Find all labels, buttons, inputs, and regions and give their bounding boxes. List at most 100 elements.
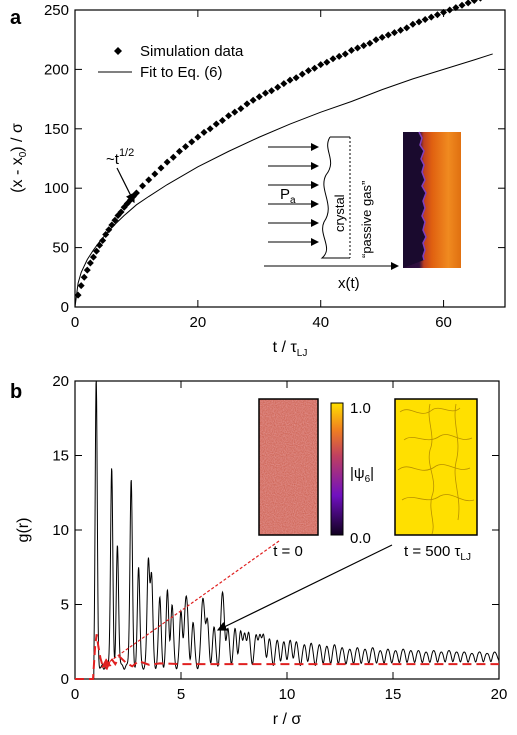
simulation-point xyxy=(249,96,257,104)
simulation-point xyxy=(458,1,466,9)
simulation-point xyxy=(409,20,417,28)
panel-a-xtick-label: 20 xyxy=(190,314,207,331)
passive-gas-label: “passive gas” xyxy=(359,181,374,258)
simulation-point xyxy=(83,266,91,274)
simulation-point xyxy=(433,11,441,19)
simulation-point xyxy=(255,93,263,101)
legend-marker-simulation xyxy=(114,47,122,55)
simulation-point xyxy=(384,31,392,39)
simulation-point xyxy=(464,0,472,7)
simulation-point xyxy=(206,125,214,133)
simulation-point xyxy=(311,64,319,72)
simulation-point xyxy=(145,176,153,184)
position-axis-label: x(t) xyxy=(338,275,360,292)
panel-b-ytick-label: 20 xyxy=(52,373,69,390)
simulation-point xyxy=(175,147,183,155)
simulation-snapshot-image xyxy=(403,131,461,268)
gr-t500-curve xyxy=(75,380,500,680)
panel-a-ytick-label: 0 xyxy=(61,299,69,316)
colorbar-label: |ψ6| xyxy=(350,465,374,485)
simulation-point xyxy=(397,26,405,34)
panel-b-data xyxy=(75,380,500,680)
simulation-point xyxy=(163,158,171,166)
simulation-point xyxy=(111,216,119,224)
colorbar-tick-bottom: 0.0 xyxy=(350,530,371,547)
simulation-point xyxy=(421,16,429,24)
panel-a-schematic-inset: Pa crystal “passive gas” x(t) xyxy=(264,131,461,292)
fit-line xyxy=(74,53,493,308)
legend-label-fit: Fit to Eq. (6) xyxy=(140,64,223,81)
simulation-point xyxy=(354,44,362,52)
simulation-point xyxy=(292,74,300,82)
panel-b-ticks: 0 5 10 15 20 0 5 10 15 20 xyxy=(52,373,507,703)
panel-b-label: b xyxy=(10,381,22,403)
simulation-point xyxy=(89,253,97,261)
panel-a-annotation-arrow xyxy=(116,167,135,204)
colorbar-tick-top: 1.0 xyxy=(350,400,371,417)
simulation-point xyxy=(268,87,276,95)
simulation-point xyxy=(93,247,100,255)
panel-b-ytick-label: 5 xyxy=(61,597,69,614)
panel-a-xtick-label: 0 xyxy=(71,314,79,331)
simulation-point xyxy=(261,89,269,97)
simulation-point xyxy=(194,133,202,141)
simulation-point xyxy=(225,112,233,120)
simulation-point xyxy=(341,50,349,58)
gr-t0-curve xyxy=(75,634,499,680)
crystal-label: crystal xyxy=(332,194,347,232)
pressure-label: Pa xyxy=(280,186,296,206)
simulation-point xyxy=(446,6,454,14)
simulation-point xyxy=(304,67,312,75)
simulation-point xyxy=(280,80,288,88)
simulation-point xyxy=(366,39,374,47)
simulation-point xyxy=(452,4,460,12)
panel-b-ylabel: g(r) xyxy=(15,518,32,543)
panel-a: a 0 20 40 60 0 50 100 150 200 250 t / τLJ (x - x0… xyxy=(9,0,506,359)
panel-b-xlabel: r / σ xyxy=(273,711,302,728)
simulation-point xyxy=(102,231,110,239)
panel-a-data xyxy=(74,0,493,308)
panel-b-xtick-label: 20 xyxy=(491,686,508,703)
panel-a-plot-area xyxy=(74,9,506,308)
simulation-point xyxy=(212,120,220,128)
simulation-point xyxy=(139,182,147,190)
simulation-point xyxy=(105,226,113,234)
simulation-point xyxy=(274,83,282,91)
simulation-point xyxy=(427,13,435,21)
snapshot-t0-label: t = 0 xyxy=(273,543,303,560)
simulation-point xyxy=(74,291,82,299)
simulation-point xyxy=(237,105,245,113)
simulation-point xyxy=(323,58,331,66)
simulation-point xyxy=(231,108,239,116)
panel-b-xtick-label: 15 xyxy=(385,686,402,703)
panel-b-xtick-label: 0 xyxy=(71,686,79,703)
simulation-point xyxy=(86,259,94,267)
simulation-point xyxy=(182,143,190,151)
pressure-arrows xyxy=(268,143,319,246)
panel-a-ytick-label: 250 xyxy=(44,2,69,19)
simulation-point xyxy=(286,76,294,84)
panel-b: b 0 5 10 15 20 0 5 10 15 20 r / σ g(r) t = 0 t = … xyxy=(10,373,507,728)
simulation-point xyxy=(317,61,325,69)
simulation-point xyxy=(99,236,107,244)
simulation-point xyxy=(218,116,226,124)
panel-a-xtick-label: 40 xyxy=(312,314,329,331)
simulation-point xyxy=(329,55,337,63)
simulation-point xyxy=(372,36,380,44)
simulation-point xyxy=(415,18,423,26)
simulation-point xyxy=(403,24,411,32)
simulation-point xyxy=(360,42,368,50)
simulation-point xyxy=(169,153,177,161)
snapshot-t0 xyxy=(258,398,319,536)
panel-a-label: a xyxy=(10,7,22,29)
simulation-point xyxy=(108,221,116,229)
simulation-point xyxy=(470,0,478,4)
legend-label-simulation: Simulation data xyxy=(140,43,244,60)
panel-a-annotation-sqrt: ~t1/2 xyxy=(106,147,134,168)
snapshot-t500-label: t = 500 τLJ xyxy=(404,543,471,563)
panel-a-ytick-label: 200 xyxy=(44,61,69,78)
simulation-point xyxy=(440,8,448,16)
simulation-point xyxy=(77,282,85,290)
pointer-t500 xyxy=(216,544,393,631)
